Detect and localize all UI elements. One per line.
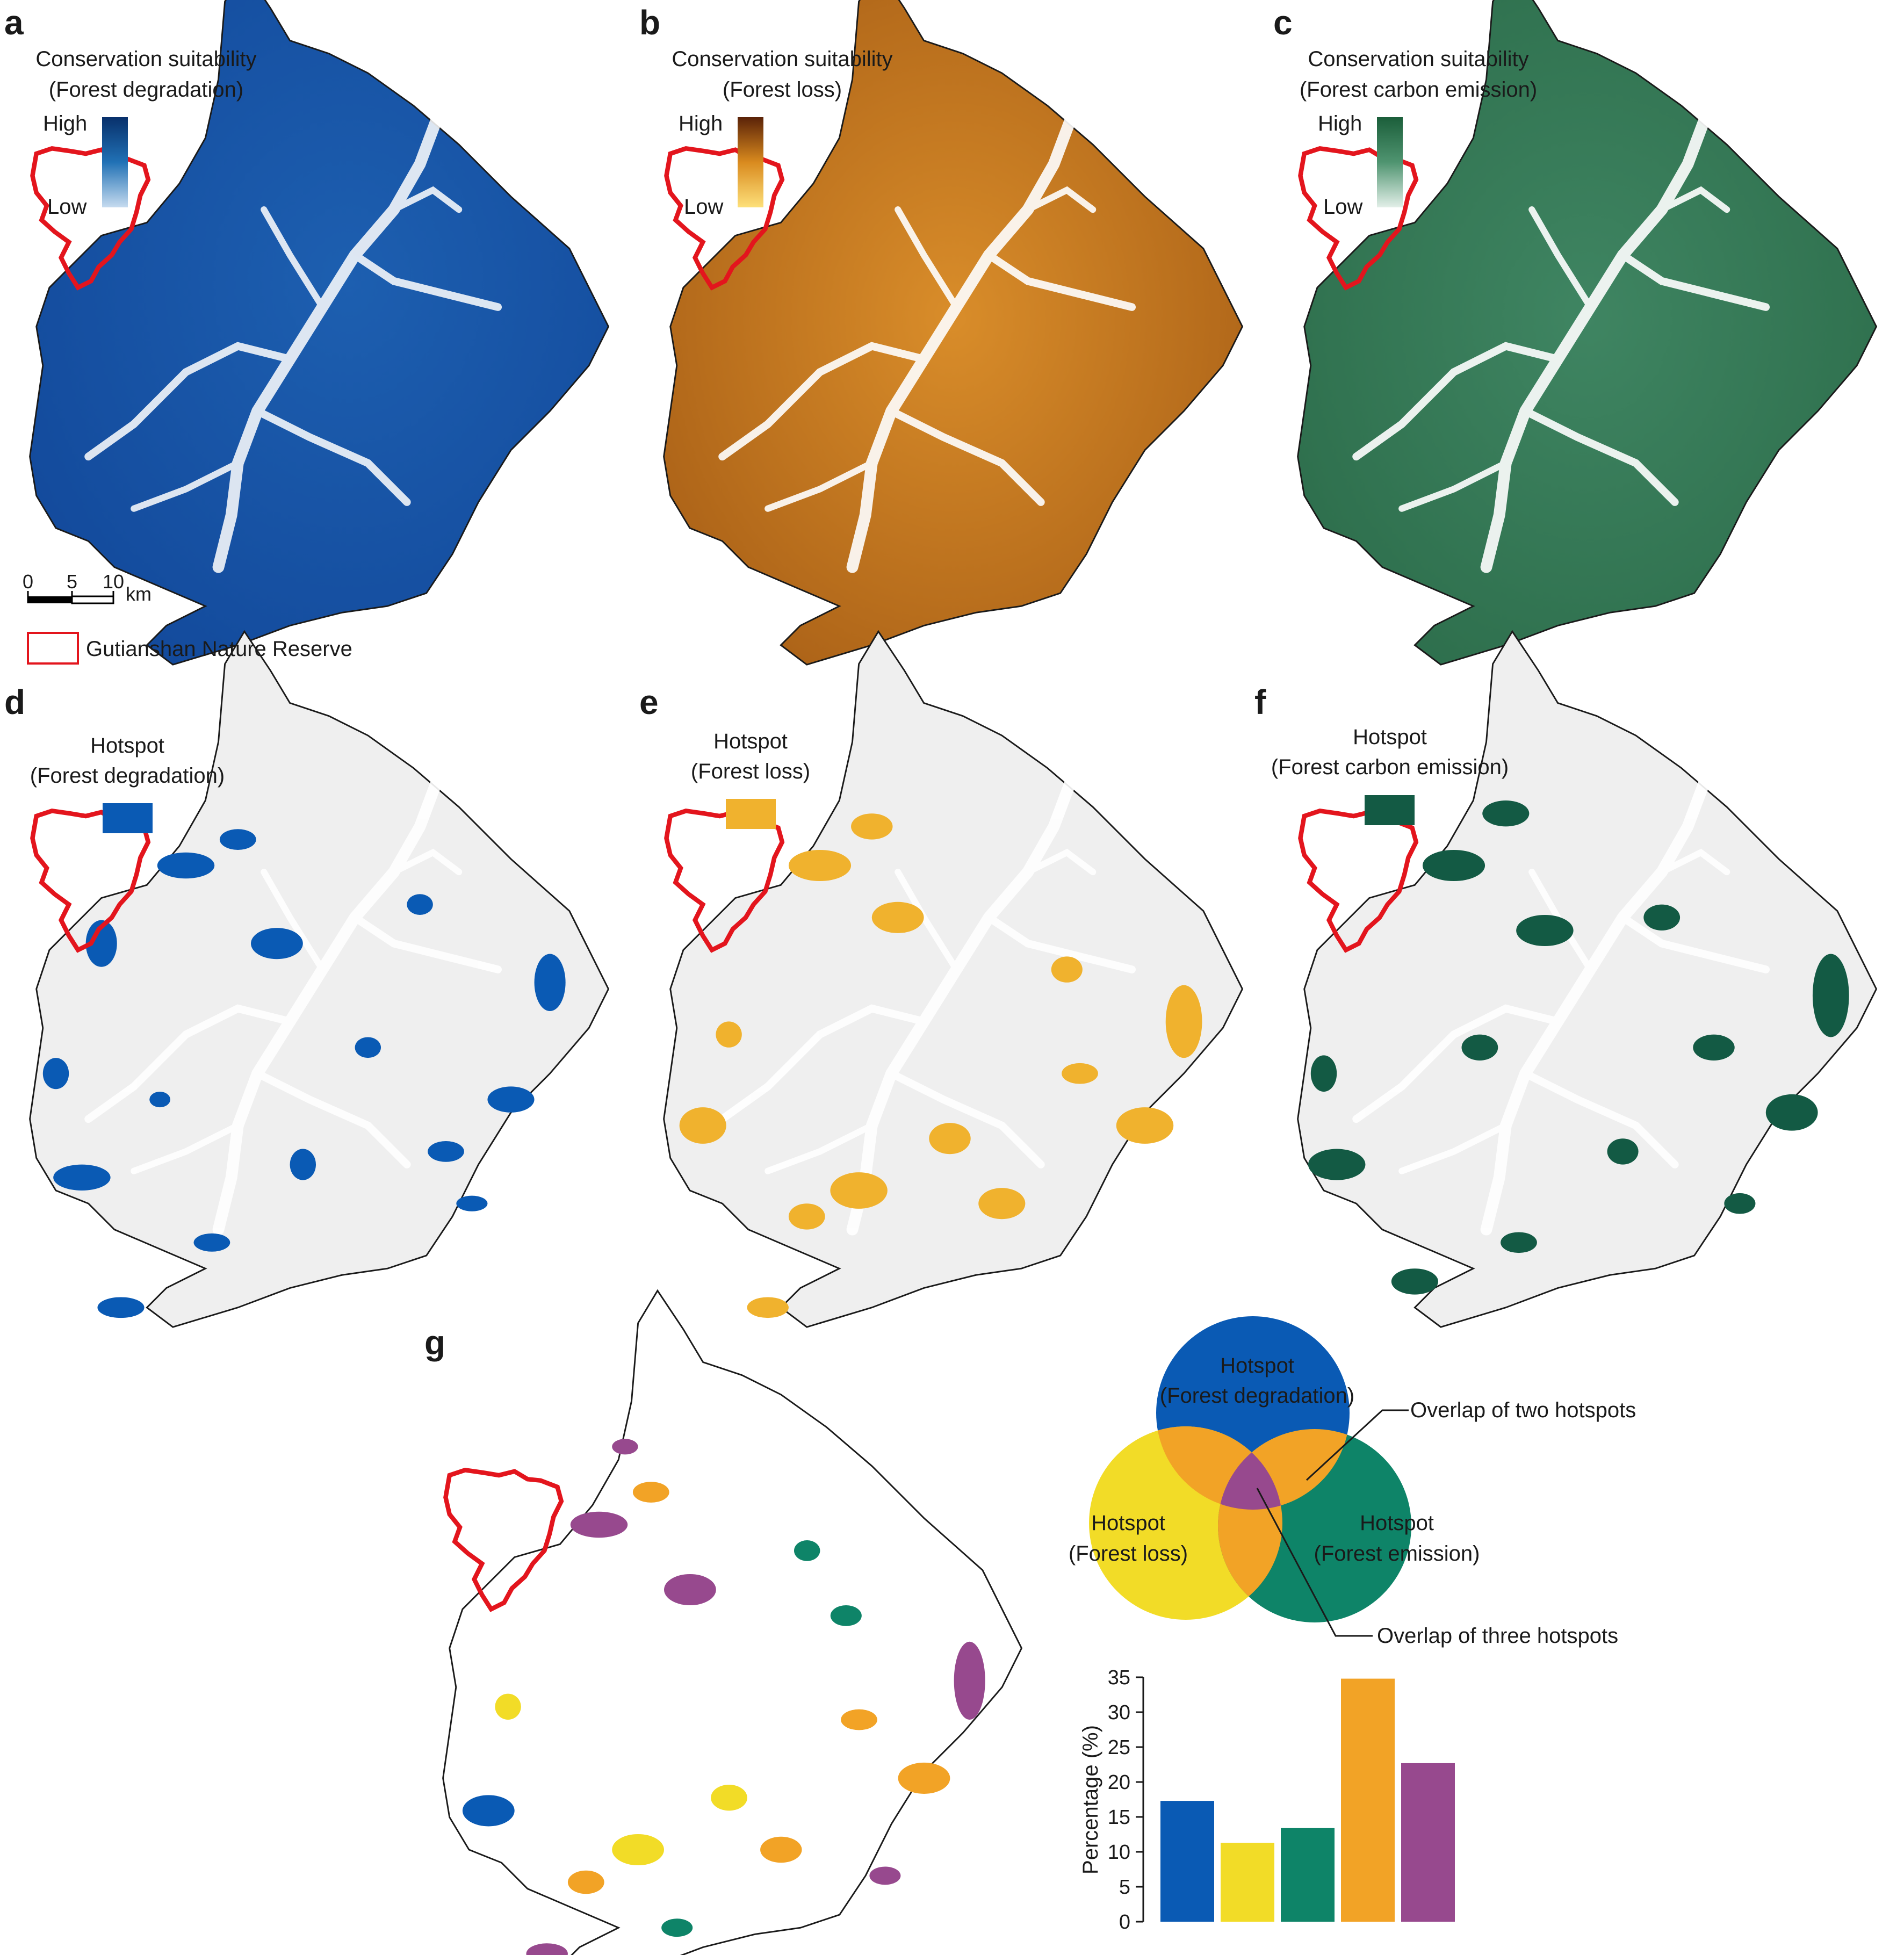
scale-bar bbox=[27, 591, 114, 604]
scale-unit: km bbox=[126, 583, 152, 605]
colorbar-b-low: Low bbox=[684, 195, 724, 219]
title-b-line2: (Forest loss) bbox=[722, 78, 842, 102]
bar-2 bbox=[1221, 1843, 1274, 1922]
title-d-line1: Hotspot bbox=[90, 734, 164, 758]
y-tick-label: 10 bbox=[1108, 1841, 1130, 1864]
panel-label-f: f bbox=[1254, 683, 1266, 722]
title-a-line2: (Forest degradation) bbox=[48, 78, 244, 102]
panel-label-a: a bbox=[4, 3, 24, 42]
venn-diagram bbox=[1089, 1316, 1411, 1637]
map-hotspot-emission bbox=[1297, 630, 1877, 1328]
venn-overlap-two-label: Overlap of two hotspots bbox=[1410, 1398, 1636, 1422]
colorbar-c-high: High bbox=[1318, 112, 1362, 135]
title-c-line2: (Forest carbon emission) bbox=[1299, 78, 1538, 102]
colorbar-c-low: Low bbox=[1323, 195, 1363, 219]
swatch-hotspot-emission bbox=[1365, 795, 1415, 825]
venn-degradation-line1: Hotspot bbox=[1220, 1354, 1294, 1377]
panel-label-g: g bbox=[424, 1323, 446, 1362]
title-d-line2: (Forest degradation) bbox=[30, 764, 225, 788]
y-tick-label: 35 bbox=[1108, 1667, 1130, 1689]
y-tick-label: 25 bbox=[1108, 1736, 1130, 1759]
y-tick-label: 0 bbox=[1119, 1911, 1130, 1934]
swatch-hotspot-loss bbox=[726, 799, 776, 829]
panel-label-b: b bbox=[639, 3, 661, 42]
bar-3 bbox=[1281, 1828, 1335, 1922]
bar-5 bbox=[1401, 1763, 1455, 1922]
map-hotspot-loss bbox=[663, 630, 1243, 1328]
colorbar-emission bbox=[1377, 117, 1403, 207]
title-f-line2: (Forest carbon emission) bbox=[1271, 755, 1509, 779]
panel-label-c: c bbox=[1273, 3, 1293, 42]
title-a-line1: Conservation suitability bbox=[35, 47, 257, 71]
venn-loss-line2: (Forest loss) bbox=[1068, 1542, 1188, 1566]
panel-label-d: d bbox=[4, 683, 26, 722]
title-b-line1: Conservation suitability bbox=[672, 47, 893, 71]
title-c-line1: Conservation suitability bbox=[1308, 47, 1529, 71]
reserve-legend-label: Gutianshan Nature Reserve bbox=[86, 637, 352, 661]
venn-loss-line1: Hotspot bbox=[1091, 1511, 1165, 1535]
y-tick-label: 20 bbox=[1108, 1771, 1130, 1794]
title-e-line2: (Forest loss) bbox=[690, 760, 811, 783]
bar-1 bbox=[1160, 1801, 1214, 1922]
scale-tick-0: 0 bbox=[22, 571, 34, 593]
bar-4 bbox=[1341, 1678, 1395, 1922]
scale-tick-10: 10 bbox=[102, 571, 125, 593]
scale-tick-5: 5 bbox=[66, 571, 78, 593]
venn-overlap-three-label: Overlap of three hotspots bbox=[1377, 1624, 1619, 1648]
colorbar-b-high: High bbox=[679, 112, 723, 135]
title-f-line1: Hotspot bbox=[1353, 725, 1427, 749]
bar-chart: 0 5 10 15 20 25 30 35 bbox=[1108, 1667, 1455, 1934]
y-tick-label: 30 bbox=[1108, 1701, 1130, 1724]
colorbar-a-high: High bbox=[43, 112, 88, 135]
title-e-line1: Hotspot bbox=[713, 730, 788, 753]
swatch-hotspot-degradation bbox=[103, 803, 153, 833]
y-tick-label: 5 bbox=[1119, 1876, 1130, 1899]
colorbar-loss bbox=[738, 117, 763, 207]
bar-chart-ylabel: Percentage (%) bbox=[1079, 1725, 1102, 1874]
reserve-legend-swatch bbox=[27, 632, 79, 665]
colorbar-degradation bbox=[102, 117, 128, 207]
venn-emission-line1: Hotspot bbox=[1360, 1511, 1434, 1535]
venn-degradation-line2: (Forest degradation) bbox=[1159, 1384, 1355, 1408]
venn-emission-line2: (Forest emission) bbox=[1314, 1542, 1480, 1566]
y-tick-label: 15 bbox=[1108, 1806, 1130, 1829]
panel-label-e: e bbox=[639, 683, 659, 722]
map-hotspot-overlap bbox=[442, 1289, 1022, 1955]
colorbar-a-low: Low bbox=[47, 195, 87, 219]
map-hotspot-degradation bbox=[29, 630, 609, 1328]
